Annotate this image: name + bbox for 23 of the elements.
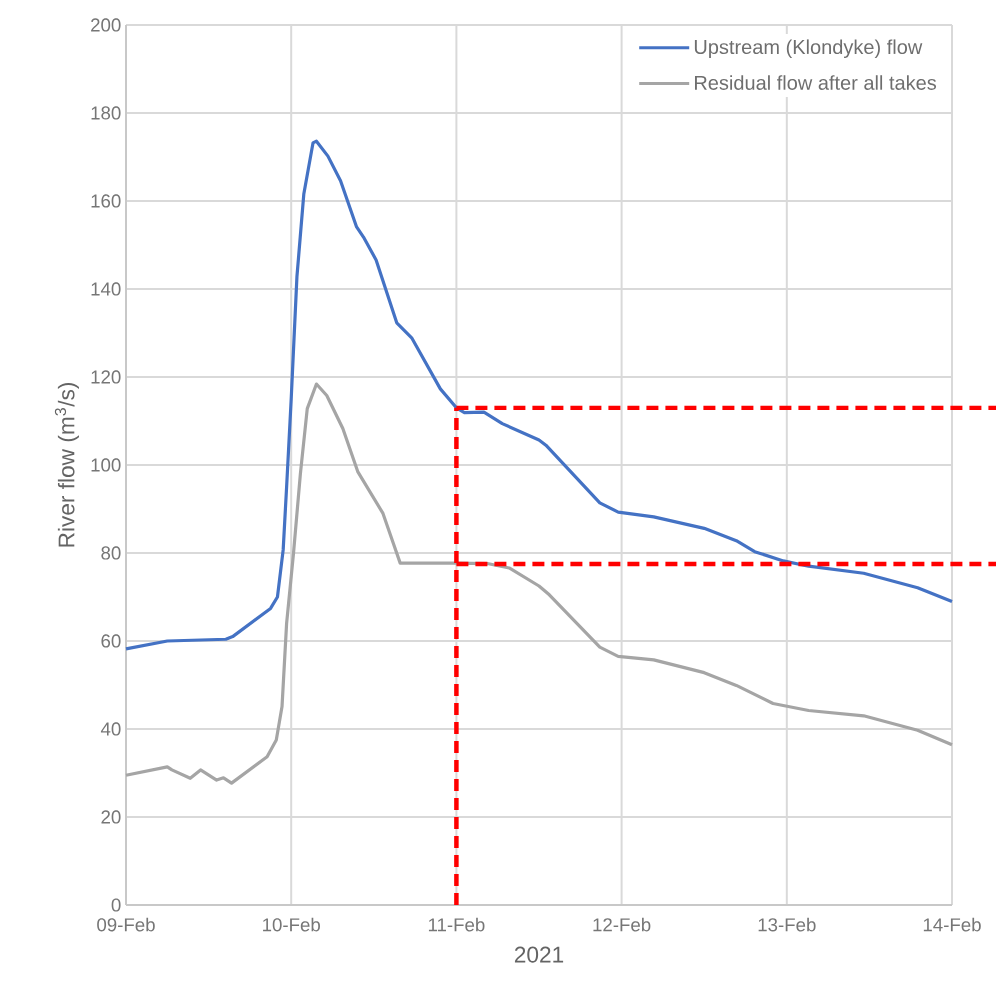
line-series [124, 382, 954, 785]
x-tick-label: 11-Feb [428, 917, 485, 932]
y-tick-label: 40 [100, 722, 121, 736]
y-tick-label: 80 [101, 546, 121, 560]
y-tick-label: 140 [91, 282, 121, 296]
y-tick-label: 120 [91, 370, 121, 384]
y-axis-title: River flow (m$^{3}$/s) [54, 382, 79, 547]
x-tick-label: 14-Feb [923, 917, 981, 932]
legend-label: Upstream (Klondyke) flow [694, 39, 923, 59]
y-tick-label: 160 [91, 194, 121, 208]
x-tick-label: 10-Feb [263, 917, 320, 932]
x-tick-label: 09-Feb [97, 917, 155, 932]
x-tick-label: 13-Feb [758, 917, 816, 932]
y-tick-label: 100 [91, 458, 121, 472]
x-tick-label: 12-Feb [593, 917, 651, 932]
line-series [124, 139, 954, 651]
y-tick-label: 200 [91, 18, 121, 32]
y-tick-label: 20 [101, 810, 121, 824]
y-tick-label: 180 [91, 106, 121, 120]
y-tick-label: 60 [101, 634, 121, 648]
x-axis-title: 2021 [514, 946, 564, 963]
legend-label: Residual flow after all takes [695, 75, 937, 90]
y-tick-label: 0 [111, 898, 121, 912]
